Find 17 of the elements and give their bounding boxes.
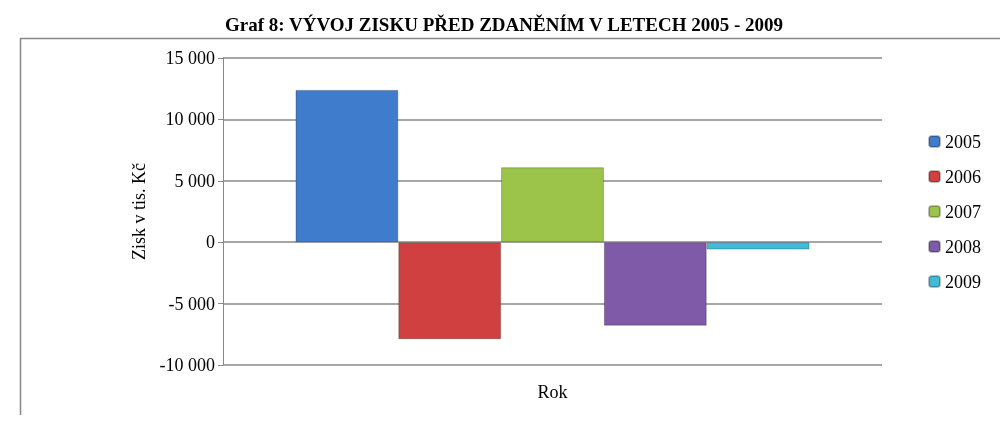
legend-label: 2007 <box>945 201 981 222</box>
bar <box>398 242 502 340</box>
legend-label: 2006 <box>945 166 981 187</box>
y-tick-label: -10 000 <box>159 355 215 375</box>
y-tick-label: 10 000 <box>165 109 215 130</box>
legend-label: 2009 <box>945 271 981 292</box>
y-tick-label: 5 000 <box>174 170 215 191</box>
bar <box>501 167 604 243</box>
legend-label: 2008 <box>945 236 981 257</box>
x-axis-title: Rok <box>537 382 568 402</box>
y-tick-label: 15 000 <box>165 48 215 68</box>
legend-label: 2005 <box>945 131 981 152</box>
bar <box>295 89 399 243</box>
y-tick-label: -5 000 <box>168 293 215 314</box>
chart-title: Graf 8: VÝVOJ ZISKU PŘED ZDANĚNÍM V LETECH 2005 - 2009 <box>224 14 784 35</box>
y-axis-title: Zisk v tis. Kč <box>129 162 149 260</box>
y-tick-label: 0 <box>206 232 215 253</box>
